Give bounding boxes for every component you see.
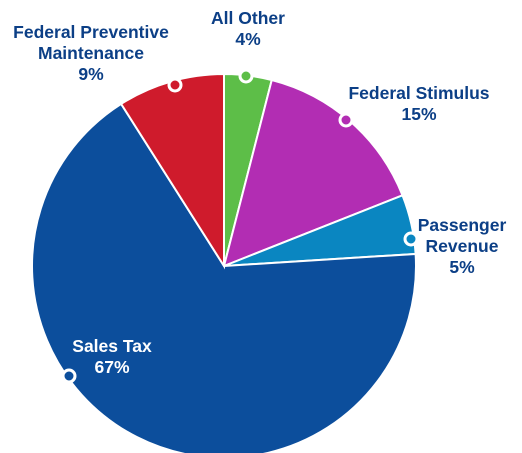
slice-marker-sales-tax [61, 368, 77, 384]
slice-name-passenger-revenue: Revenue [426, 236, 499, 256]
slice-marker-all-other [238, 68, 254, 84]
slice-name-federal-preventive-maintenance: Maintenance [38, 43, 144, 63]
slice-label-federal-preventive-maintenance: Federal Preventive Maintenance 9% [13, 22, 169, 84]
slice-name-federal-stimulus: Federal Stimulus [348, 83, 489, 103]
slice-percent-federal-stimulus: 15% [401, 104, 436, 124]
pie-slices [31, 72, 417, 453]
slice-name-all-other: All Other [211, 8, 285, 28]
slice-label-passenger-revenue: Passenger Revenue 5% [418, 215, 507, 277]
slice-percent-all-other: 4% [235, 29, 261, 49]
pie-slice-sales-tax [31, 102, 417, 453]
slice-name-sales-tax: Sales Tax [72, 336, 152, 356]
slice-marker-passenger-revenue [403, 231, 419, 247]
slice-label-federal-stimulus: Federal Stimulus 15% [348, 83, 489, 124]
slice-percent-sales-tax: 67% [94, 357, 129, 377]
slice-name-passenger-revenue: Passenger [418, 215, 507, 235]
pie-labels: Sales Tax 67% Federal Preventive Maintenanc… [13, 8, 507, 384]
slice-name-federal-preventive-maintenance: Federal Preventive [13, 22, 169, 42]
slice-label-sales-tax: Sales Tax 67% [72, 336, 152, 377]
slice-marker-federal-preventive-maintenance [167, 77, 183, 93]
slice-percent-passenger-revenue: 5% [449, 257, 475, 277]
slice-label-all-other: All Other 4% [211, 8, 285, 49]
slice-marker-federal-stimulus [338, 112, 354, 128]
slice-percent-federal-preventive-maintenance: 9% [78, 64, 104, 84]
